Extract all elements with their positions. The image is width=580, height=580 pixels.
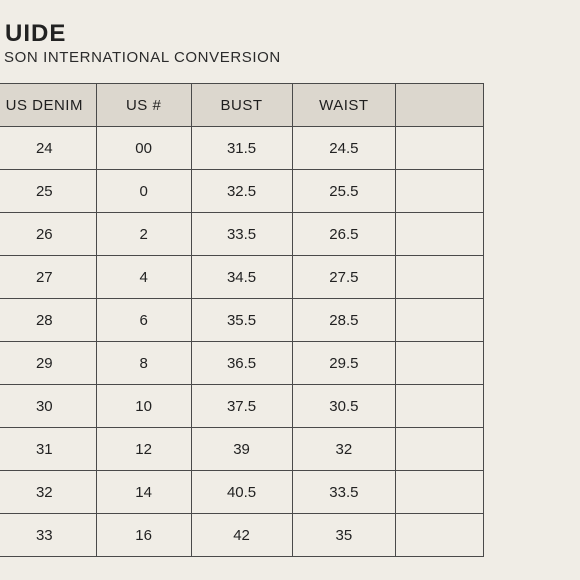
table-cell-us-number: 8 bbox=[95, 341, 192, 385]
table-cell-waist: 35 bbox=[291, 513, 397, 557]
size-conversion-table: US DENIM US # BUST WAIST 24 00 31.5 24.5… bbox=[0, 83, 484, 557]
table-cell-us-number: 6 bbox=[95, 298, 192, 342]
table-cell-bust: 31.5 bbox=[190, 126, 293, 170]
table-cell-us-number: 14 bbox=[95, 470, 192, 514]
table-cell-waist: 33.5 bbox=[291, 470, 397, 514]
table-cell-us-number: 2 bbox=[95, 212, 192, 256]
table-cell-waist: 24.5 bbox=[291, 126, 397, 170]
table-row: 25 0 32.5 25.5 bbox=[0, 169, 484, 213]
table-cell-bust: 42 bbox=[190, 513, 293, 557]
table-row: 31 12 39 32 bbox=[0, 427, 484, 471]
table-row: 24 00 31.5 24.5 bbox=[0, 126, 484, 170]
table-cell-us-denim: 31 bbox=[0, 427, 97, 471]
table-cell bbox=[395, 169, 484, 213]
column-header-us-number: US # bbox=[95, 83, 192, 127]
table-cell-us-number: 12 bbox=[95, 427, 192, 471]
table-cell-bust: 40.5 bbox=[190, 470, 293, 514]
column-header-hip bbox=[395, 83, 484, 127]
table-cell-waist: 25.5 bbox=[291, 169, 397, 213]
table-row: 27 4 34.5 27.5 bbox=[0, 255, 484, 299]
table-cell-us-denim: 25 bbox=[0, 169, 97, 213]
table-cell-us-number: 0 bbox=[95, 169, 192, 213]
table-cell-waist: 26.5 bbox=[291, 212, 397, 256]
table-cell-us-number: 4 bbox=[95, 255, 192, 299]
table-cell-us-number: 00 bbox=[95, 126, 192, 170]
table-cell-us-number: 10 bbox=[95, 384, 192, 428]
table-cell bbox=[395, 384, 484, 428]
table-cell bbox=[395, 427, 484, 471]
table-cell-bust: 39 bbox=[190, 427, 293, 471]
table-cell-bust: 32.5 bbox=[190, 169, 293, 213]
table-row: 32 14 40.5 33.5 bbox=[0, 470, 484, 514]
column-header-waist: WAIST bbox=[291, 83, 397, 127]
table-cell-us-denim: 28 bbox=[0, 298, 97, 342]
table-row: 28 6 35.5 28.5 bbox=[0, 298, 484, 342]
table-cell-waist: 32 bbox=[291, 427, 397, 471]
table-cell-bust: 36.5 bbox=[190, 341, 293, 385]
table-cell-bust: 34.5 bbox=[190, 255, 293, 299]
table-cell-waist: 29.5 bbox=[291, 341, 397, 385]
table-cell bbox=[395, 298, 484, 342]
table-cell-us-denim: 26 bbox=[0, 212, 97, 256]
table-cell-waist: 28.5 bbox=[291, 298, 397, 342]
table-cell bbox=[395, 513, 484, 557]
table-cell-waist: 30.5 bbox=[291, 384, 397, 428]
table-cell-us-denim: 32 bbox=[0, 470, 97, 514]
page-title: UIDE bbox=[5, 20, 67, 47]
table-cell-us-denim: 24 bbox=[0, 126, 97, 170]
table-cell-us-denim: 29 bbox=[0, 341, 97, 385]
table-row: 29 8 36.5 29.5 bbox=[0, 341, 484, 385]
table-cell-us-denim: 33 bbox=[0, 513, 97, 557]
page-subtitle: SON INTERNATIONAL CONVERSION bbox=[4, 49, 281, 66]
table-cell bbox=[395, 470, 484, 514]
table-cell-us-denim: 27 bbox=[0, 255, 97, 299]
table-cell bbox=[395, 255, 484, 299]
table-cell bbox=[395, 126, 484, 170]
column-header-us-denim: US DENIM bbox=[0, 83, 97, 127]
table-cell-bust: 33.5 bbox=[190, 212, 293, 256]
column-header-bust: BUST bbox=[190, 83, 293, 127]
table-row: 26 2 33.5 26.5 bbox=[0, 212, 484, 256]
table-cell bbox=[395, 341, 484, 385]
table-cell-waist: 27.5 bbox=[291, 255, 397, 299]
table-cell-bust: 35.5 bbox=[190, 298, 293, 342]
table-cell-us-number: 16 bbox=[95, 513, 192, 557]
table-row: 30 10 37.5 30.5 bbox=[0, 384, 484, 428]
table-row: 33 16 42 35 bbox=[0, 513, 484, 557]
table-cell-us-denim: 30 bbox=[0, 384, 97, 428]
table-header-row: US DENIM US # BUST WAIST bbox=[0, 83, 484, 127]
table-cell bbox=[395, 212, 484, 256]
table-cell-bust: 37.5 bbox=[190, 384, 293, 428]
